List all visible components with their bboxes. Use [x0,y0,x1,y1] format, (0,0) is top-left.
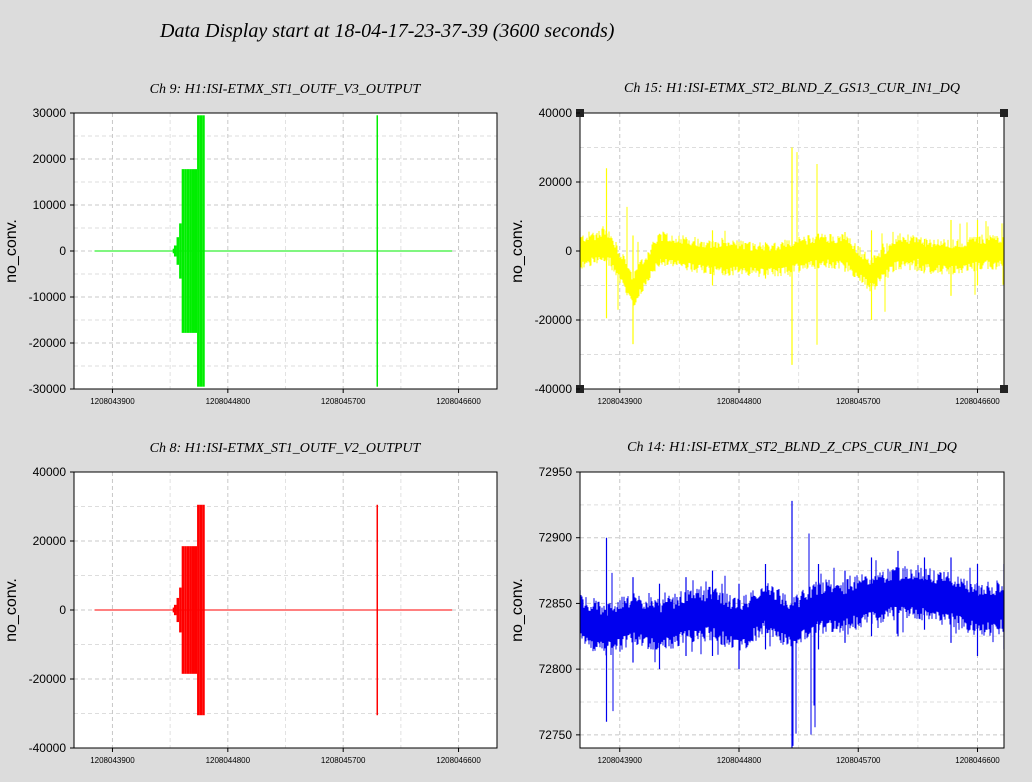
x-tick-label: 1208044800 [206,397,251,406]
chart-title: Ch 14: H1:ISI-ETMX_ST2_BLND_Z_CPS_CUR_IN… [627,440,957,455]
y-axis-label: no_conv. [509,219,526,283]
y-tick-label: 72750 [539,728,573,742]
data-bar [191,546,195,674]
data-bar [179,223,182,279]
x-tick-label: 1208046600 [436,397,481,406]
data-bar [173,604,177,616]
data-bar [179,587,182,633]
data-bar [197,504,200,716]
y-tick-label: 0 [565,244,572,258]
data-bar [189,546,192,674]
data-bar [172,248,175,254]
y-tick-label: -20000 [29,336,67,350]
data-bar [176,237,180,265]
x-tick-label: 1208046600 [955,397,1000,406]
data-bar [173,245,177,257]
y-tick-label: -20000 [29,672,67,686]
series-trace [94,115,453,387]
data-bar [186,169,190,333]
x-tick-label: 1208046600 [955,756,1000,765]
data-bar [186,546,190,674]
data-bar [176,597,180,623]
noise-trace [580,152,1004,345]
x-tick-label: 1208045700 [321,756,366,765]
page-title: Data Display start at 18-04-17-23-37-39 … [160,20,615,42]
y-axis-label: no_conv. [509,578,526,642]
resize-handle[interactable] [1000,385,1008,393]
y-tick-label: 0 [59,244,66,258]
y-tick-label: 20000 [539,175,573,189]
x-tick-label: 1208045700 [321,397,366,406]
x-tick-label: 1208044800 [717,397,762,406]
data-bar [194,169,198,333]
series-trace [580,147,1004,365]
data-bar [181,169,185,333]
y-tick-label: 40000 [33,465,67,479]
y-tick-label: 30000 [33,106,67,120]
data-bar [184,169,187,333]
series-trace [580,500,1004,748]
data-bar [184,546,187,674]
chart-panel-4: 72750 72800 72850 72900 72950 1208043900 12080… [509,440,1005,765]
chart-title: Ch 8: H1:ISI-ETMX_ST1_OUTF_V2_OUTPUT [150,441,422,456]
y-tick-label: 72800 [539,662,573,676]
data-bar [199,504,203,716]
data-bar [197,115,200,387]
x-tick-label: 1208043900 [90,756,135,765]
x-tick-label: 1208045700 [836,397,881,406]
x-tick-label: 1208044800 [206,756,251,765]
x-tick-label: 1208046600 [436,756,481,765]
y-tick-label: -20000 [535,313,573,327]
x-tick-label: 1208045700 [836,756,881,765]
noise-trace [580,533,1004,746]
data-bar [181,546,185,674]
y-tick-label: 72900 [539,531,573,545]
series-trace [94,504,453,716]
chart-panel-1: -30000 -20000 -10000 0 10000 20000 30000 120804… [3,82,498,406]
chart-title: Ch 9: H1:ISI-ETMX_ST1_OUTF_V3_OUTPUT [150,82,422,97]
data-bar [194,546,198,674]
y-tick-label: -30000 [29,382,67,396]
x-tick-label: 1208043900 [90,397,135,406]
y-tick-label: 72950 [539,465,573,479]
y-tick-label: 40000 [539,106,573,120]
y-tick-label: -40000 [29,741,67,755]
data-bar [376,504,379,716]
resize-handle[interactable] [1000,109,1008,117]
y-tick-label: 20000 [33,152,67,166]
data-bar [376,115,379,387]
plot-frame [579,471,1005,749]
data-bar [191,169,195,333]
y-tick-label: -10000 [29,290,67,304]
y-axis-label: no_conv. [3,578,20,642]
y-tick-label: 20000 [33,534,67,548]
x-tick-label: 1208043900 [598,756,643,765]
x-tick-label: 1208044800 [717,756,762,765]
data-bar [202,115,205,387]
y-tick-label: 72850 [539,596,573,610]
chart-panel-2: -40000 -20000 0 20000 40000 1208043900 1208044… [509,81,1008,406]
data-bar [172,607,175,613]
data-bar [199,115,203,387]
chart-panel-3: -40000 -20000 0 20000 40000 1208043900 1208044… [3,441,498,765]
chart-title: Ch 15: H1:ISI-ETMX_ST2_BLND_Z_GS13_CUR_I… [624,81,960,96]
data-bar [189,169,192,333]
y-axis-label: no_conv. [3,219,20,283]
y-tick-label: 10000 [33,198,67,212]
x-tick-label: 1208043900 [598,397,643,406]
y-tick-label: 0 [59,603,66,617]
y-tick-label: -40000 [535,382,573,396]
data-bar [202,504,205,716]
